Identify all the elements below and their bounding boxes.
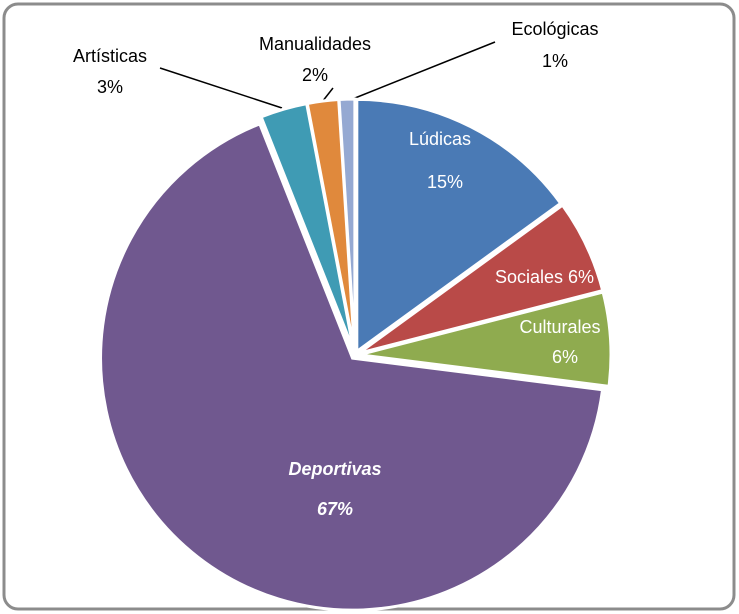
- slice-label: Manualidades: [259, 34, 371, 54]
- slice-label: Deportivas: [288, 459, 381, 479]
- pie-slice: [358, 290, 613, 389]
- pie-slice: [357, 203, 605, 355]
- slice-label: Lúdicas: [409, 129, 471, 149]
- leader-line: [349, 41, 496, 101]
- value-label: 6%: [552, 347, 578, 367]
- slice-label: Ecológicas: [511, 19, 598, 39]
- value-label: 15%: [427, 172, 463, 192]
- pie-slice: [355, 97, 563, 355]
- value-label: 67%: [317, 499, 353, 519]
- pie-slice: [99, 121, 605, 612]
- slice-label: Culturales: [519, 317, 600, 337]
- value-label: 3%: [97, 77, 123, 97]
- leader-line: [159, 67, 283, 109]
- value-label: 2%: [302, 65, 328, 85]
- value-label: 1%: [542, 51, 568, 71]
- value-label: 6%: [568, 267, 594, 287]
- slice-label: Sociales: [495, 267, 563, 287]
- slice-label: Artísticas: [73, 46, 147, 66]
- pie-slice: [337, 97, 357, 352]
